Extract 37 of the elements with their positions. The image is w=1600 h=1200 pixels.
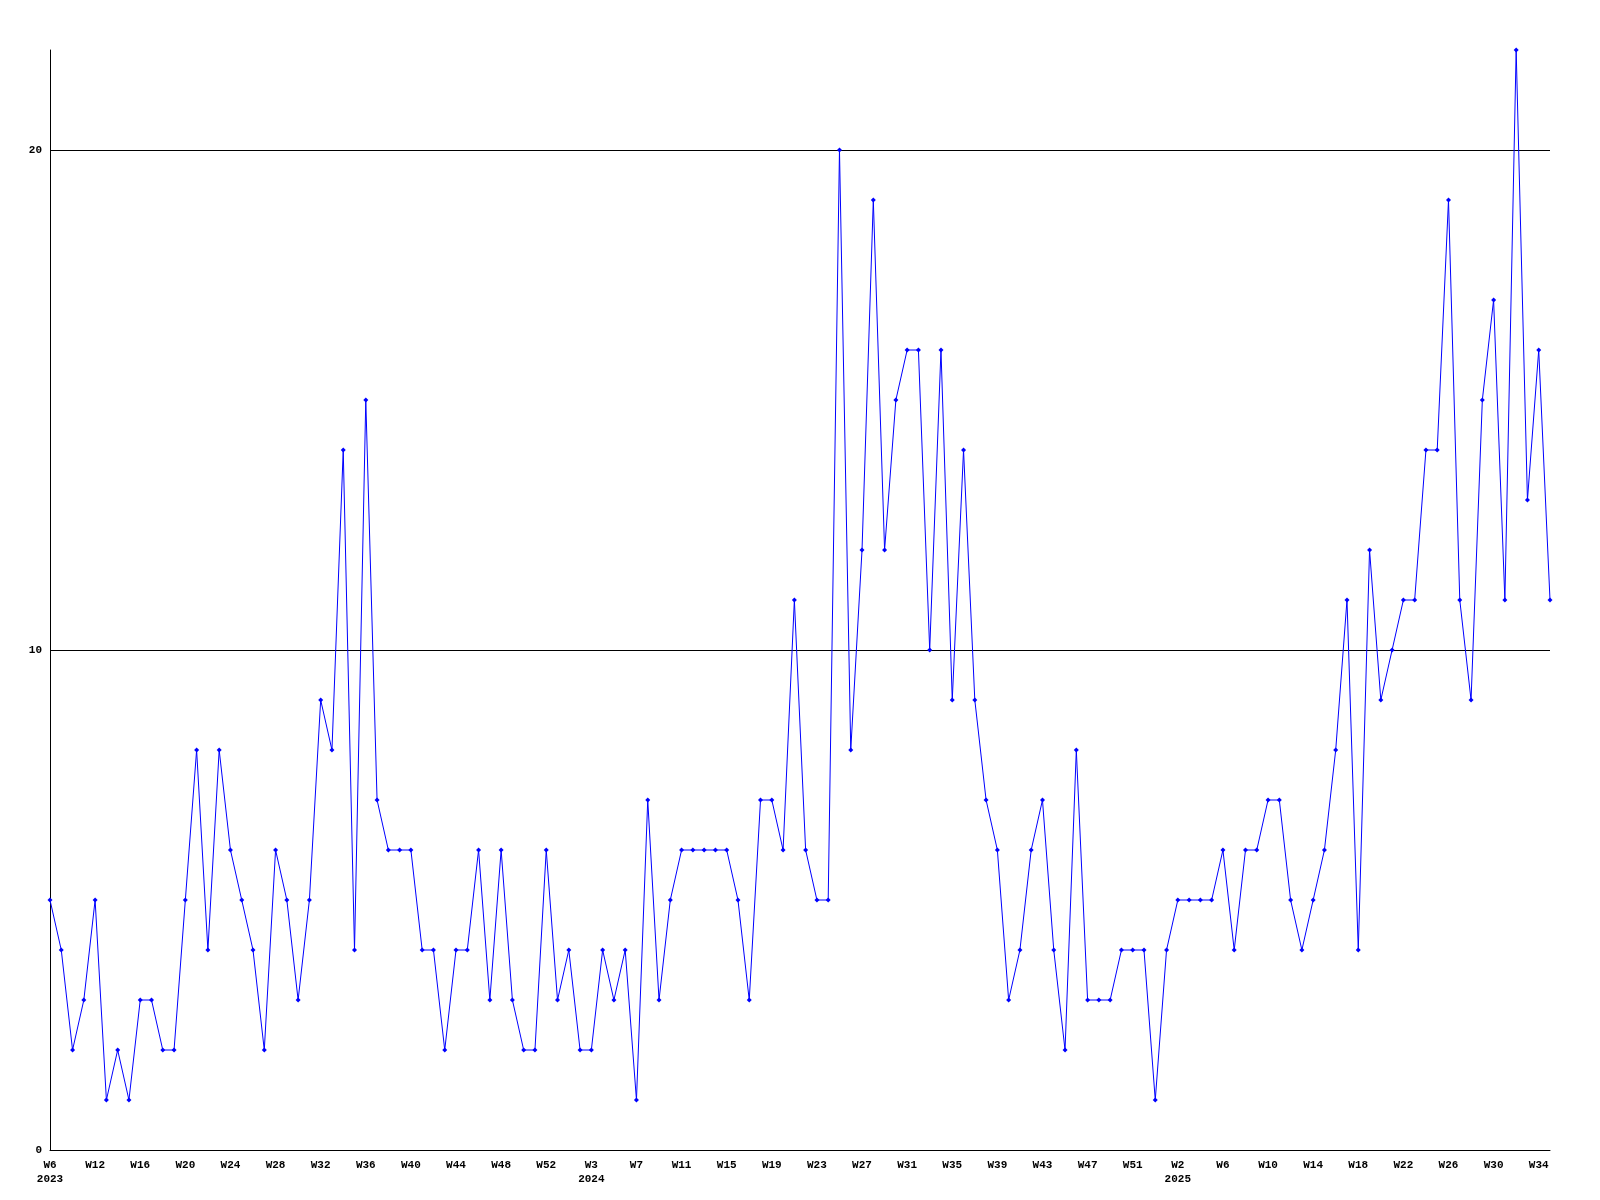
- x-tick-label: W52: [536, 1159, 557, 1171]
- x-tick-label: W26: [1438, 1159, 1459, 1171]
- x-tick-label: W20: [175, 1159, 196, 1171]
- x-tick-label: W31: [897, 1159, 918, 1171]
- x-tick-label: W22: [1393, 1159, 1414, 1171]
- x-tick-label: W35: [942, 1159, 963, 1171]
- y-tick-label: 0: [35, 1144, 42, 1156]
- x-tick-label: W18: [1348, 1159, 1369, 1171]
- x-tick-label: W40: [401, 1159, 421, 1171]
- y-tick-label: 20: [28, 144, 42, 156]
- x-tick-label: W7: [629, 1159, 644, 1171]
- x-tick-label: W6 2023: [36, 1159, 64, 1185]
- x-tick-label: W15: [716, 1159, 737, 1171]
- x-tick-label: W36: [355, 1159, 376, 1171]
- y-tick-label: 10: [28, 644, 42, 656]
- x-tick-label: W6: [1216, 1159, 1230, 1171]
- x-tick-label: W28: [265, 1159, 286, 1171]
- x-tick-label: W11: [671, 1159, 692, 1171]
- x-tick-label: W24: [220, 1159, 241, 1171]
- x-tick-label: W48: [491, 1159, 512, 1171]
- x-tick-label: W23: [807, 1159, 828, 1171]
- x-tick-label: W34: [1528, 1159, 1550, 1171]
- x-tick-label: W47: [1077, 1159, 1098, 1171]
- x-tick-label: W44: [446, 1159, 467, 1171]
- x-tick-label: W39: [987, 1159, 1008, 1171]
- x-tick-label: W51: [1122, 1159, 1143, 1171]
- x-tick-label: W2 2025: [1164, 1159, 1192, 1185]
- x-tick-label: W12: [85, 1159, 106, 1171]
- x-tick-label: W19: [761, 1159, 782, 1171]
- x-tick-label: W14: [1303, 1159, 1324, 1171]
- x-tick-label: W3 2024: [578, 1159, 605, 1185]
- x-tick-label: W30: [1483, 1159, 1504, 1171]
- x-tick-label: W10: [1258, 1159, 1278, 1171]
- x-tick-label: W32: [310, 1159, 331, 1171]
- x-tick-label: W16: [130, 1159, 151, 1171]
- x-tick-label: W27: [852, 1159, 872, 1171]
- x-tick-label: W43: [1032, 1159, 1053, 1171]
